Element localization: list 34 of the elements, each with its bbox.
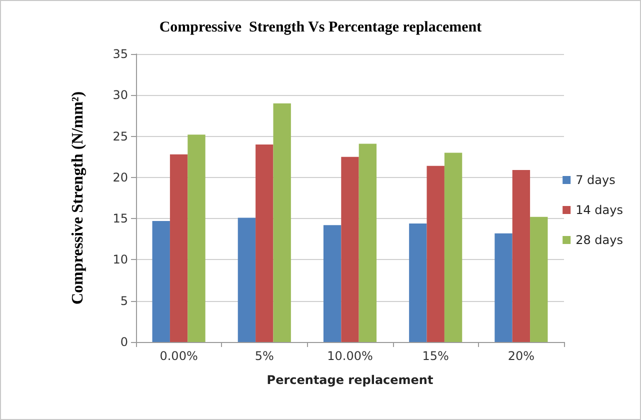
bar — [512, 170, 530, 342]
bar — [188, 134, 206, 342]
legend-label: 7 days — [576, 173, 616, 187]
y-axis-title: Compressive Strength (N/mm²) — [70, 91, 86, 305]
legend-label: 14 days — [576, 203, 624, 217]
bar — [152, 221, 170, 342]
y-tick-label: 20 — [112, 170, 128, 184]
y-tick-label: 35 — [112, 47, 128, 61]
bar — [426, 166, 444, 342]
chart-title: Compressive Strength Vs Percentage replacement — [159, 20, 482, 36]
bar — [409, 224, 427, 342]
bar — [256, 144, 274, 342]
bar — [358, 144, 377, 342]
y-tick-label: 15 — [112, 212, 128, 226]
bar — [494, 233, 512, 342]
bar — [341, 156, 359, 342]
x-tick-label: 5% — [254, 349, 274, 363]
x-tick-label: 15% — [422, 349, 449, 363]
bar — [530, 216, 548, 342]
x-tick-label: 0.00% — [160, 349, 198, 363]
bar — [444, 152, 462, 342]
x-axis-title: Percentage replacement — [266, 373, 434, 387]
bar — [170, 154, 188, 342]
y-tick-label: 30 — [112, 88, 128, 102]
legend-label: 28 days — [576, 233, 624, 247]
bar — [273, 103, 291, 342]
x-tick-label: 20% — [508, 349, 535, 363]
bar — [323, 225, 342, 342]
bar — [238, 218, 256, 342]
y-tick-label: 5 — [120, 294, 128, 308]
x-tick-label: 10.00% — [327, 349, 373, 363]
y-tick-label: 10 — [112, 252, 128, 267]
y-tick-label: 0 — [120, 335, 128, 349]
y-tick-label: 25 — [112, 129, 128, 144]
